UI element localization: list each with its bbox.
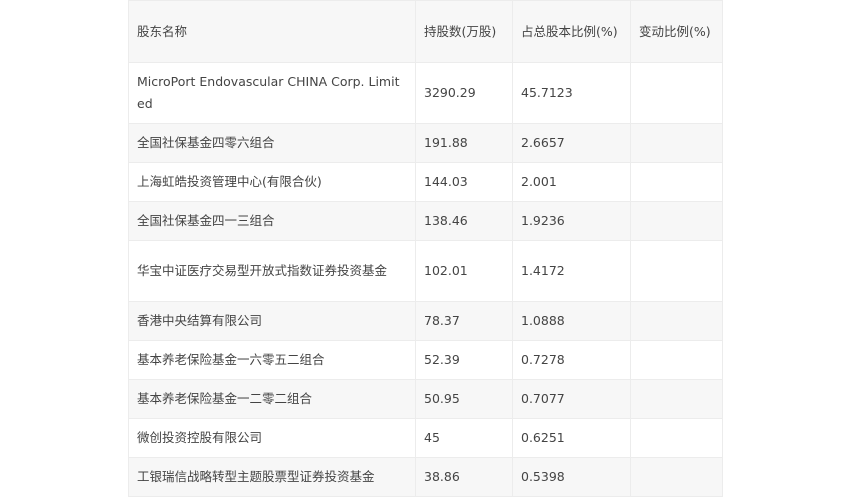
table-row: 华宝中证医疗交易型开放式指数证券投资基金 102.01 1.4172 bbox=[128, 240, 723, 302]
cell-name: 上海虹皓投资管理中心(有限合伙) bbox=[128, 162, 416, 202]
cell-shares: 138.46 bbox=[415, 201, 513, 241]
cell-shares: 52.39 bbox=[415, 340, 513, 380]
cell-ratio: 0.7278 bbox=[512, 340, 631, 380]
cell-shares: 144.03 bbox=[415, 162, 513, 202]
header-name: 股东名称 bbox=[128, 0, 416, 63]
cell-ratio: 2.001 bbox=[512, 162, 631, 202]
table-row: 上海虹皓投资管理中心(有限合伙) 144.03 2.001 bbox=[128, 162, 723, 202]
cell-name: 全国社保基金四一三组合 bbox=[128, 201, 416, 241]
cell-ratio: 2.6657 bbox=[512, 123, 631, 163]
cell-change bbox=[630, 201, 723, 241]
table-row: 基本养老保险基金一六零五二组合 52.39 0.7278 bbox=[128, 340, 723, 380]
table-row: 基本养老保险基金一二零二组合 50.95 0.7077 bbox=[128, 379, 723, 419]
cell-ratio: 45.7123 bbox=[512, 62, 631, 124]
table-row: 香港中央结算有限公司 78.37 1.0888 bbox=[128, 301, 723, 341]
cell-change bbox=[630, 340, 723, 380]
cell-change bbox=[630, 123, 723, 163]
cell-ratio: 0.7077 bbox=[512, 379, 631, 419]
cell-name: 华宝中证医疗交易型开放式指数证券投资基金 bbox=[128, 240, 416, 302]
header-change: 变动比例(%) bbox=[630, 0, 723, 63]
shareholder-table: 股东名称 持股数(万股) 占总股本比例(%) 变动比例(%) MicroPort… bbox=[128, 0, 723, 497]
table-row: 全国社保基金四一三组合 138.46 1.9236 bbox=[128, 201, 723, 241]
header-shares: 持股数(万股) bbox=[415, 0, 513, 63]
table-header-row: 股东名称 持股数(万股) 占总股本比例(%) 变动比例(%) bbox=[128, 0, 723, 63]
cell-ratio: 0.6251 bbox=[512, 418, 631, 458]
cell-ratio: 1.4172 bbox=[512, 240, 631, 302]
cell-ratio: 1.9236 bbox=[512, 201, 631, 241]
cell-shares: 45 bbox=[415, 418, 513, 458]
cell-name: 工银瑞信战略转型主题股票型证券投资基金 bbox=[128, 457, 416, 497]
header-ratio: 占总股本比例(%) bbox=[512, 0, 631, 63]
cell-change bbox=[630, 301, 723, 341]
cell-name: MicroPort Endovascular CHINA Corp. Limit… bbox=[128, 62, 416, 124]
cell-name: 全国社保基金四零六组合 bbox=[128, 123, 416, 163]
cell-shares: 50.95 bbox=[415, 379, 513, 419]
cell-change bbox=[630, 162, 723, 202]
table-row: MicroPort Endovascular CHINA Corp. Limit… bbox=[128, 62, 723, 124]
table-row: 全国社保基金四零六组合 191.88 2.6657 bbox=[128, 123, 723, 163]
cell-change bbox=[630, 62, 723, 124]
cell-shares: 38.86 bbox=[415, 457, 513, 497]
cell-ratio: 0.5398 bbox=[512, 457, 631, 497]
cell-shares: 102.01 bbox=[415, 240, 513, 302]
cell-name: 香港中央结算有限公司 bbox=[128, 301, 416, 341]
cell-change bbox=[630, 457, 723, 497]
cell-shares: 191.88 bbox=[415, 123, 513, 163]
cell-change bbox=[630, 418, 723, 458]
cell-shares: 78.37 bbox=[415, 301, 513, 341]
cell-change bbox=[630, 240, 723, 302]
cell-ratio: 1.0888 bbox=[512, 301, 631, 341]
cell-name: 微创投资控股有限公司 bbox=[128, 418, 416, 458]
cell-shares: 3290.29 bbox=[415, 62, 513, 124]
table-row: 工银瑞信战略转型主题股票型证券投资基金 38.86 0.5398 bbox=[128, 457, 723, 497]
cell-name: 基本养老保险基金一六零五二组合 bbox=[128, 340, 416, 380]
table-row: 微创投资控股有限公司 45 0.6251 bbox=[128, 418, 723, 458]
cell-change bbox=[630, 379, 723, 419]
cell-name: 基本养老保险基金一二零二组合 bbox=[128, 379, 416, 419]
